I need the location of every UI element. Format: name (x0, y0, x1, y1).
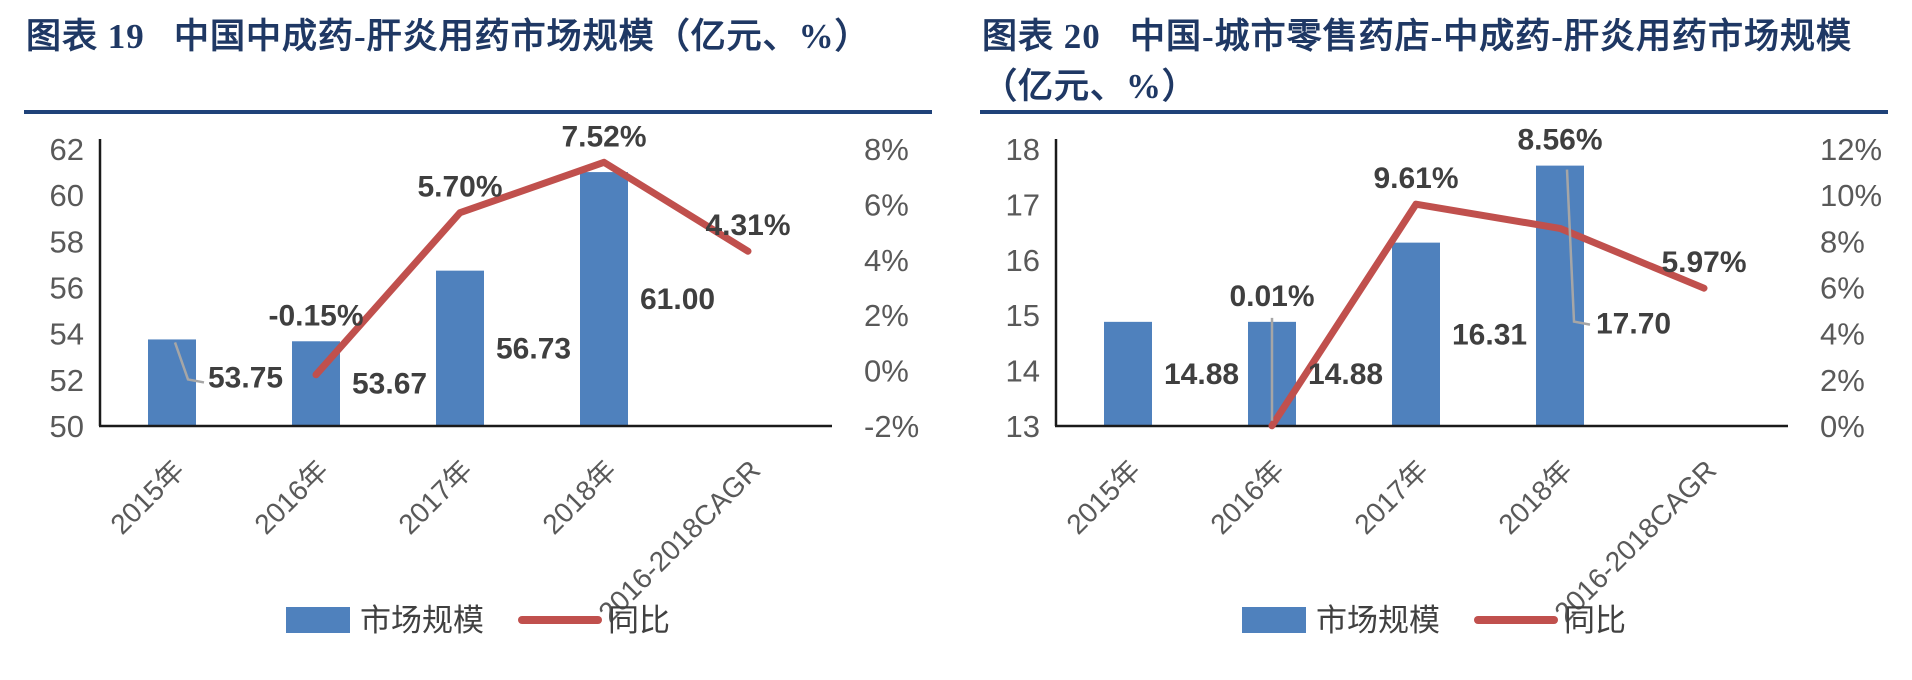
legend-item-yoy: 同比 (1474, 603, 1626, 638)
line-value-label: 8.56% (1517, 124, 1602, 157)
left-axis-tick: 15 (1006, 298, 1040, 333)
left-axis-tick: 17 (1006, 187, 1040, 222)
line-value-label: 7.52% (561, 120, 646, 153)
right-axis-tick: 6% (1820, 271, 1865, 306)
right-axis-tick: 2% (864, 298, 909, 333)
market-size-combo-chart-figure-19: 62 60 58 56 54 52 50 8% 6% 4% 2% 0% -2% 2015年 2016年 201… (50, 120, 920, 638)
category-label: 2016年 (1204, 454, 1290, 540)
left-axis-tick: 54 (50, 317, 84, 352)
category-label: 2017年 (392, 454, 478, 540)
line-data-labels: 0.01% 9.61% 8.56% 5.97% (1229, 124, 1747, 421)
bar-value-label: 56.73 (496, 332, 571, 365)
category-label: 2018年 (1492, 454, 1578, 540)
bar (580, 172, 628, 426)
category-label: 2017年 (1348, 454, 1434, 540)
bar-value-label: 61.00 (640, 283, 715, 316)
title-divider (980, 110, 1888, 114)
legend-label-yoy: 同比 (608, 603, 670, 638)
title-divider (24, 110, 932, 114)
right-axis-tick: 8% (864, 132, 909, 167)
bar-data-labels: 53.75 53.67 56.73 61.00 (173, 283, 715, 401)
left-axis-tick: 16 (1006, 243, 1040, 278)
category-label: 2015年 (1060, 454, 1146, 540)
axes (98, 139, 832, 428)
chart-title-figure-20: 图表 20 中国-城市零售药店-中成药-肝炎用药市场规模（亿元、%） (982, 17, 1852, 106)
right-axis-tick: 6% (864, 187, 909, 222)
axes (1054, 139, 1788, 428)
line-series (1268, 200, 1708, 430)
chart-panel-figure-20: 图表 20 中国-城市零售药店-中成药-肝炎用药市场规模（亿元、%） 18 17 1… (956, 0, 1912, 680)
bar-series (148, 172, 628, 426)
line-value-label: 5.97% (1661, 246, 1746, 279)
bar (148, 339, 196, 426)
line-value-label: 0.01% (1229, 280, 1314, 313)
right-axis-tick: 4% (1820, 317, 1865, 352)
bar-value-label: 53.75 (208, 361, 283, 394)
legend-label-yoy: 同比 (1564, 603, 1626, 638)
right-axis-tick: 0% (1820, 409, 1865, 444)
right-axis-tick: -2% (864, 409, 919, 444)
right-axis-tick: 10% (1820, 178, 1882, 213)
right-axis-tick: 2% (1820, 363, 1865, 398)
label-leader-line (173, 342, 205, 384)
legend-item-market-size: 市场规模 (1242, 603, 1440, 638)
bar-data-labels: 14.88 14.88 16.31 17.70 (1164, 169, 1671, 391)
right-axis-tick: 4% (864, 243, 909, 278)
left-axis-tick: 50 (50, 409, 84, 444)
bar (1104, 321, 1152, 426)
line-value-label: 9.61% (1373, 162, 1458, 195)
bar-value-label: 17.70 (1596, 308, 1671, 341)
legend: 市场规模 同比 (1242, 603, 1626, 638)
right-axis-tick: 0% (864, 354, 909, 389)
bar-series (1104, 165, 1584, 426)
left-axis-tick: 60 (50, 178, 84, 213)
bar-value-label: 14.88 (1164, 358, 1239, 391)
left-axis-tick: 18 (1006, 132, 1040, 167)
chart-title-figure-19: 图表 19 中国中成药-肝炎用药市场规模（亿元、%） (26, 17, 871, 56)
bar-value-label: 14.88 (1308, 358, 1383, 391)
axis-tick-labels: 62 60 58 56 54 52 50 8% 6% 4% 2% 0% -2% (50, 132, 920, 444)
chart-panel-figure-19: 图表 19 中国中成药-肝炎用药市场规模（亿元、%） 62 60 58 56 54 52 5… (24, 17, 932, 638)
category-label: 2016年 (248, 454, 334, 540)
line-value-label: 5.70% (417, 171, 502, 204)
bar (1536, 165, 1584, 426)
bar (1392, 242, 1440, 426)
legend-item-market-size: 市场规模 (286, 603, 484, 638)
left-axis-tick: 62 (50, 132, 84, 167)
line-data-labels: -0.15% 5.70% 7.52% 4.31% (268, 120, 790, 332)
category-label: 2015年 (104, 454, 190, 540)
legend-bar-swatch (1242, 607, 1306, 633)
left-axis-tick: 13 (1006, 409, 1040, 444)
line-value-label: -0.15% (268, 299, 363, 332)
legend-item-yoy: 同比 (518, 603, 670, 638)
market-size-combo-chart-figure-20: 18 17 16 15 14 13 12% 10% 8% 6% 4% 2% 0% 2015年 2016年 20… (1006, 124, 1883, 638)
left-axis-tick: 58 (50, 224, 84, 259)
left-axis-tick: 14 (1006, 354, 1040, 389)
bar-value-label: 16.31 (1452, 318, 1527, 351)
category-label: 2018年 (536, 454, 622, 540)
line-value-label: 4.31% (705, 209, 790, 242)
bar (436, 270, 484, 426)
right-axis-tick: 12% (1820, 132, 1882, 167)
left-axis-tick: 56 (50, 271, 84, 306)
left-axis-tick: 52 (50, 363, 84, 398)
line-series (312, 158, 752, 379)
legend: 市场规模 同比 (286, 603, 670, 638)
legend-bar-swatch (286, 607, 350, 633)
label-leader-line (1565, 169, 1591, 326)
right-axis-tick: 8% (1820, 224, 1865, 259)
bar-value-label: 53.67 (352, 368, 427, 401)
legend-label-market-size: 市场规模 (1316, 603, 1440, 638)
legend-label-market-size: 市场规模 (360, 603, 484, 638)
axis-tick-labels: 18 17 16 15 14 13 12% 10% 8% 6% 4% 2% 0% (1006, 132, 1883, 444)
